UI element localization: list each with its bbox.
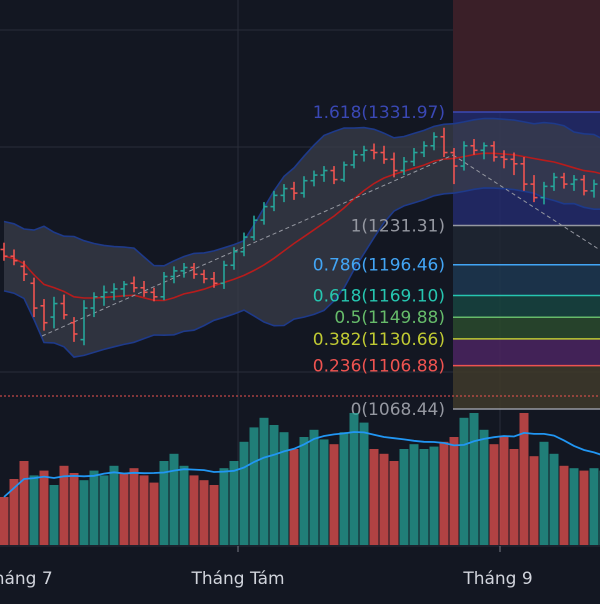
volume-bar xyxy=(170,454,179,545)
volume-bar xyxy=(150,483,159,545)
volume-bar xyxy=(320,439,329,545)
volume-bar xyxy=(130,468,139,545)
volume-bar xyxy=(50,485,59,545)
volume-bar xyxy=(410,444,419,545)
volume-bar xyxy=(100,475,109,545)
fib-level-label: 1(1231.31) xyxy=(351,216,445,236)
volume-bar xyxy=(450,437,459,545)
volume-bar xyxy=(490,444,499,545)
volume-bar xyxy=(90,471,99,545)
fib-zone xyxy=(453,339,600,366)
volume-bar xyxy=(300,437,309,545)
fib-zone xyxy=(453,317,600,339)
volume-bar xyxy=(480,430,489,545)
volume-bar xyxy=(230,461,239,545)
volume-bar xyxy=(590,468,599,545)
volume-bar xyxy=(120,473,129,545)
volume-bar xyxy=(380,454,389,545)
fib-level-label: 0.382(1130.66) xyxy=(313,330,445,350)
fib-zone xyxy=(453,265,600,296)
volume-bar xyxy=(160,461,169,545)
volume-bar xyxy=(210,485,219,545)
x-axis-label-august: Tháng Tám xyxy=(190,569,284,589)
volume-bar xyxy=(270,425,279,545)
volume-bar xyxy=(30,475,39,545)
volume-bar xyxy=(280,432,289,545)
volume-bar xyxy=(180,466,189,545)
volume-bar xyxy=(420,449,429,545)
volume-bar xyxy=(370,449,379,545)
fib-level-label: 0(1068.44) xyxy=(351,400,445,420)
volume-bar xyxy=(110,466,119,545)
volume-bar xyxy=(430,447,439,545)
volume-bar xyxy=(220,468,229,545)
volume-bar xyxy=(240,442,249,545)
volume-bar xyxy=(460,418,469,545)
volume-bar xyxy=(340,432,349,545)
volume-bar xyxy=(510,449,519,545)
x-axis-label-september: Tháng 9 xyxy=(462,569,532,589)
volume-bar xyxy=(140,475,149,545)
volume-bar xyxy=(550,454,559,545)
fib-level-label: 0.786(1196.46) xyxy=(313,256,445,276)
fib-zone xyxy=(453,225,600,264)
volume-bar xyxy=(560,466,569,545)
volume-bar xyxy=(310,430,319,545)
volume-bar xyxy=(0,497,9,545)
volume-bar xyxy=(540,442,549,545)
volume-bar xyxy=(570,468,579,545)
volume-bar xyxy=(400,449,409,545)
volume-bar xyxy=(580,471,589,545)
fib-level-label: 0.5(1149.88) xyxy=(334,308,445,328)
volume-bar xyxy=(20,461,29,545)
volume-bar xyxy=(80,480,89,545)
fib-zone-top xyxy=(453,0,600,112)
volume-bar xyxy=(190,475,199,545)
fib-zone xyxy=(453,366,600,409)
fib-level-label: 1.618(1331.97) xyxy=(313,103,445,123)
volume-bar xyxy=(330,444,339,545)
x-axis-label-july: Tháng 7 xyxy=(0,569,53,589)
volume-bar xyxy=(70,473,79,545)
fib-zone xyxy=(453,296,600,318)
volume-bar xyxy=(470,413,479,545)
volume-bar xyxy=(250,427,259,545)
volume-bar xyxy=(440,442,449,545)
volume-bar xyxy=(500,437,509,545)
volume-bar xyxy=(390,461,399,545)
fib-level-label: 0.618(1169.10) xyxy=(313,287,445,307)
volume-bar xyxy=(360,423,369,545)
fib-level-label: 0.236(1106.88) xyxy=(313,357,445,377)
volume-bar xyxy=(40,471,49,545)
volume-bar xyxy=(200,480,209,545)
volume-bar xyxy=(530,456,539,545)
volume-bar xyxy=(260,418,269,545)
volume-bar xyxy=(290,449,299,545)
